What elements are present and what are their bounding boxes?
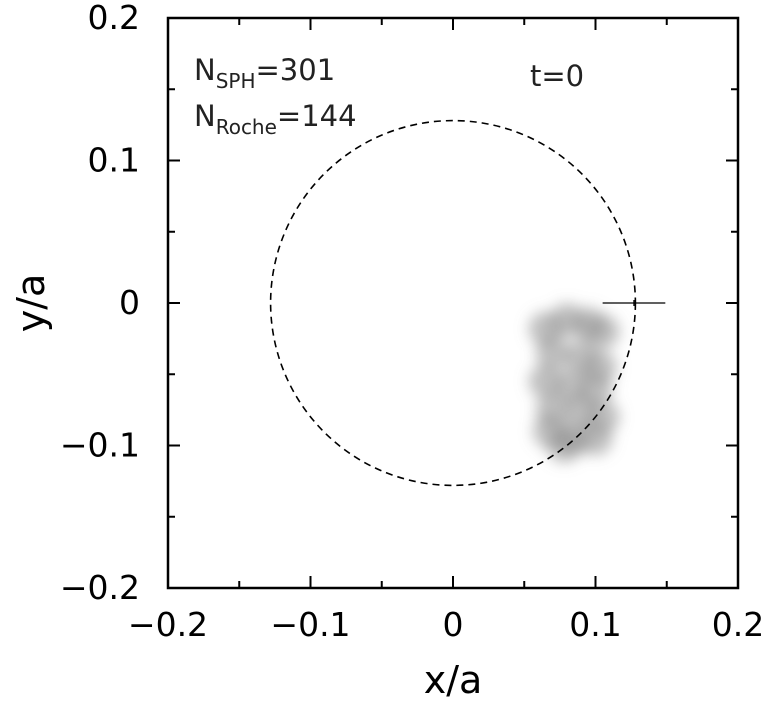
n-sph-subscript: SPH <box>216 69 256 93</box>
n-roche-annotation: NRoche=144 <box>194 99 357 139</box>
y-tick-label: 0.1 <box>88 141 140 180</box>
n-roche-subscript: Roche <box>216 115 277 139</box>
x-tick-label: 0.2 <box>712 605 764 644</box>
y-axis-title: y/a <box>9 274 53 333</box>
n-sph-value: =301 <box>256 53 336 87</box>
n-roche-value: =144 <box>277 99 357 133</box>
axis-ticks <box>167 17 739 589</box>
x-tick-label: 0 <box>443 605 464 644</box>
n-sph-main: N <box>194 53 216 87</box>
x-axis-title: x/a <box>424 658 483 702</box>
n-sph-annotation: NSPH=301 <box>194 53 335 93</box>
particle-blob-4 <box>535 335 570 370</box>
particle-blob-3 <box>585 314 620 349</box>
time-annotation: t=0 <box>530 59 584 93</box>
n-roche-main: N <box>194 99 216 133</box>
particle-blob-16 <box>547 428 582 463</box>
x-tick-label: −0.2 <box>128 605 208 644</box>
y-tick-label: 0 <box>119 283 140 322</box>
y-tick-label: −0.2 <box>60 568 140 607</box>
tick-labels: −0.2 −0.1 0 0.1 0.2 −0.2 −0.1 0 0.1 0.2 <box>60 0 764 644</box>
particle-blob-7 <box>528 364 563 399</box>
x-tick-label: 0.1 <box>569 605 621 644</box>
particle-blob-15 <box>578 421 613 456</box>
particle-density-region <box>528 303 620 463</box>
x-tick-label: −0.1 <box>270 605 350 644</box>
y-tick-label: 0.2 <box>88 0 140 37</box>
y-tick-label: −0.1 <box>60 426 140 465</box>
